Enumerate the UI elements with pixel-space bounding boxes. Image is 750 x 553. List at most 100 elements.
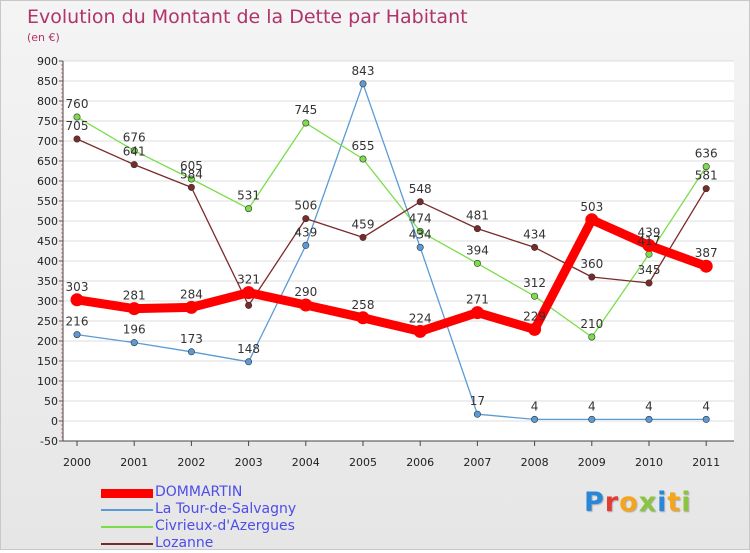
data-point: [73, 331, 81, 339]
y-tick-label: 550: [37, 195, 58, 208]
data-label: 843: [352, 64, 375, 78]
legend-label: Lozanne: [155, 535, 214, 551]
data-label: 4: [645, 399, 653, 413]
data-point: [588, 333, 596, 341]
data-label: 417: [638, 234, 661, 248]
data-label: 4: [531, 399, 539, 413]
series-line-1: [76, 83, 707, 421]
data-label: 216: [66, 315, 89, 329]
data-point: [642, 238, 656, 252]
data-label: 258: [352, 298, 375, 312]
data-label: 439: [638, 225, 661, 239]
data-point: [470, 306, 484, 320]
logo-letter: i: [681, 487, 692, 518]
data-label: 676: [123, 131, 146, 145]
data-point: [130, 339, 138, 347]
data-label: 481: [466, 209, 489, 223]
data-label: 4: [588, 399, 596, 413]
y-tick-label: 0: [51, 415, 58, 428]
x-tick-label: 2002: [177, 456, 205, 469]
data-label: 210: [580, 317, 603, 331]
data-label: 345: [638, 263, 661, 277]
data-label: 271: [466, 293, 489, 307]
x-tick-label: 2008: [521, 456, 549, 469]
y-tick-label: 900: [37, 55, 58, 68]
data-point: [73, 135, 81, 143]
legend-label: Civrieux-d'Azergues: [155, 518, 295, 534]
x-tick-label: 2011: [692, 456, 720, 469]
data-label: 705: [66, 119, 89, 133]
x-tick-label: 2009: [578, 456, 606, 469]
y-tick-label: 450: [37, 235, 58, 248]
legend-swatch: [101, 543, 153, 545]
data-label: 17: [470, 394, 485, 408]
x-tick-label: 2001: [120, 456, 148, 469]
data-label: 148: [237, 342, 260, 356]
data-point: [356, 311, 370, 325]
data-point: [245, 301, 253, 309]
data-point: [473, 225, 481, 233]
legend-label: La Tour-de-Salvagny: [155, 501, 297, 517]
legend-swatch: [101, 488, 153, 498]
x-tick-label: 2004: [292, 456, 320, 469]
data-point: [413, 324, 427, 338]
x-tick-label: 2006: [406, 456, 434, 469]
y-tick-label: 50: [44, 395, 58, 408]
data-point: [473, 410, 481, 418]
data-label: 745: [294, 103, 317, 117]
data-point: [416, 227, 424, 235]
y-tick-label: 250: [37, 315, 58, 328]
data-point: [130, 147, 138, 155]
x-tick-label: 2010: [635, 456, 663, 469]
data-label: 387: [695, 246, 718, 260]
data-point: [531, 415, 539, 423]
data-point: [645, 250, 653, 258]
data-label: 506: [294, 199, 317, 213]
chart-subtitle: (en €): [27, 31, 60, 44]
logo-letter: o: [619, 487, 639, 518]
data-point: [531, 243, 539, 251]
data-label: 434: [523, 227, 546, 241]
series-line-0: [76, 215, 708, 336]
data-label: 281: [123, 289, 146, 303]
data-point: [473, 259, 481, 267]
y-tick-label: 150: [37, 355, 58, 368]
data-point: [70, 293, 84, 307]
data-point: [528, 322, 542, 336]
data-point: [645, 279, 653, 287]
data-point: [130, 161, 138, 169]
y-tick-label: 400: [37, 255, 58, 268]
data-point: [588, 415, 596, 423]
data-label: 581: [695, 169, 718, 183]
x-tick-label: 2007: [463, 456, 491, 469]
data-label: 605: [180, 159, 203, 173]
y-tick-label: 750: [37, 115, 58, 128]
data-point: [359, 80, 367, 88]
data-label: 173: [180, 332, 203, 346]
data-point: [702, 163, 710, 171]
logo-letter: r: [604, 487, 620, 518]
data-point: [245, 205, 253, 213]
data-label: 641: [123, 145, 146, 159]
y-tick-label: -50: [40, 435, 58, 448]
series-line-2: [76, 116, 707, 338]
data-label: 4: [702, 399, 710, 413]
data-point: [531, 292, 539, 300]
y-tick-label: 200: [37, 335, 58, 348]
data-point: [187, 175, 195, 183]
data-point: [299, 298, 313, 312]
logo-letter: i: [657, 487, 668, 518]
data-label: 439: [294, 225, 317, 239]
data-label: 321: [237, 273, 260, 287]
data-point: [416, 198, 424, 206]
series-line-3: [76, 138, 707, 307]
proxiti-logo: Proxiti: [584, 487, 692, 518]
data-point: [242, 286, 256, 300]
data-point: [187, 183, 195, 191]
data-label: 196: [123, 323, 146, 337]
data-label: 636: [695, 147, 718, 161]
y-tick-label: 300: [37, 295, 58, 308]
data-label: 290: [294, 285, 317, 299]
y-tick-label: 700: [37, 135, 58, 148]
